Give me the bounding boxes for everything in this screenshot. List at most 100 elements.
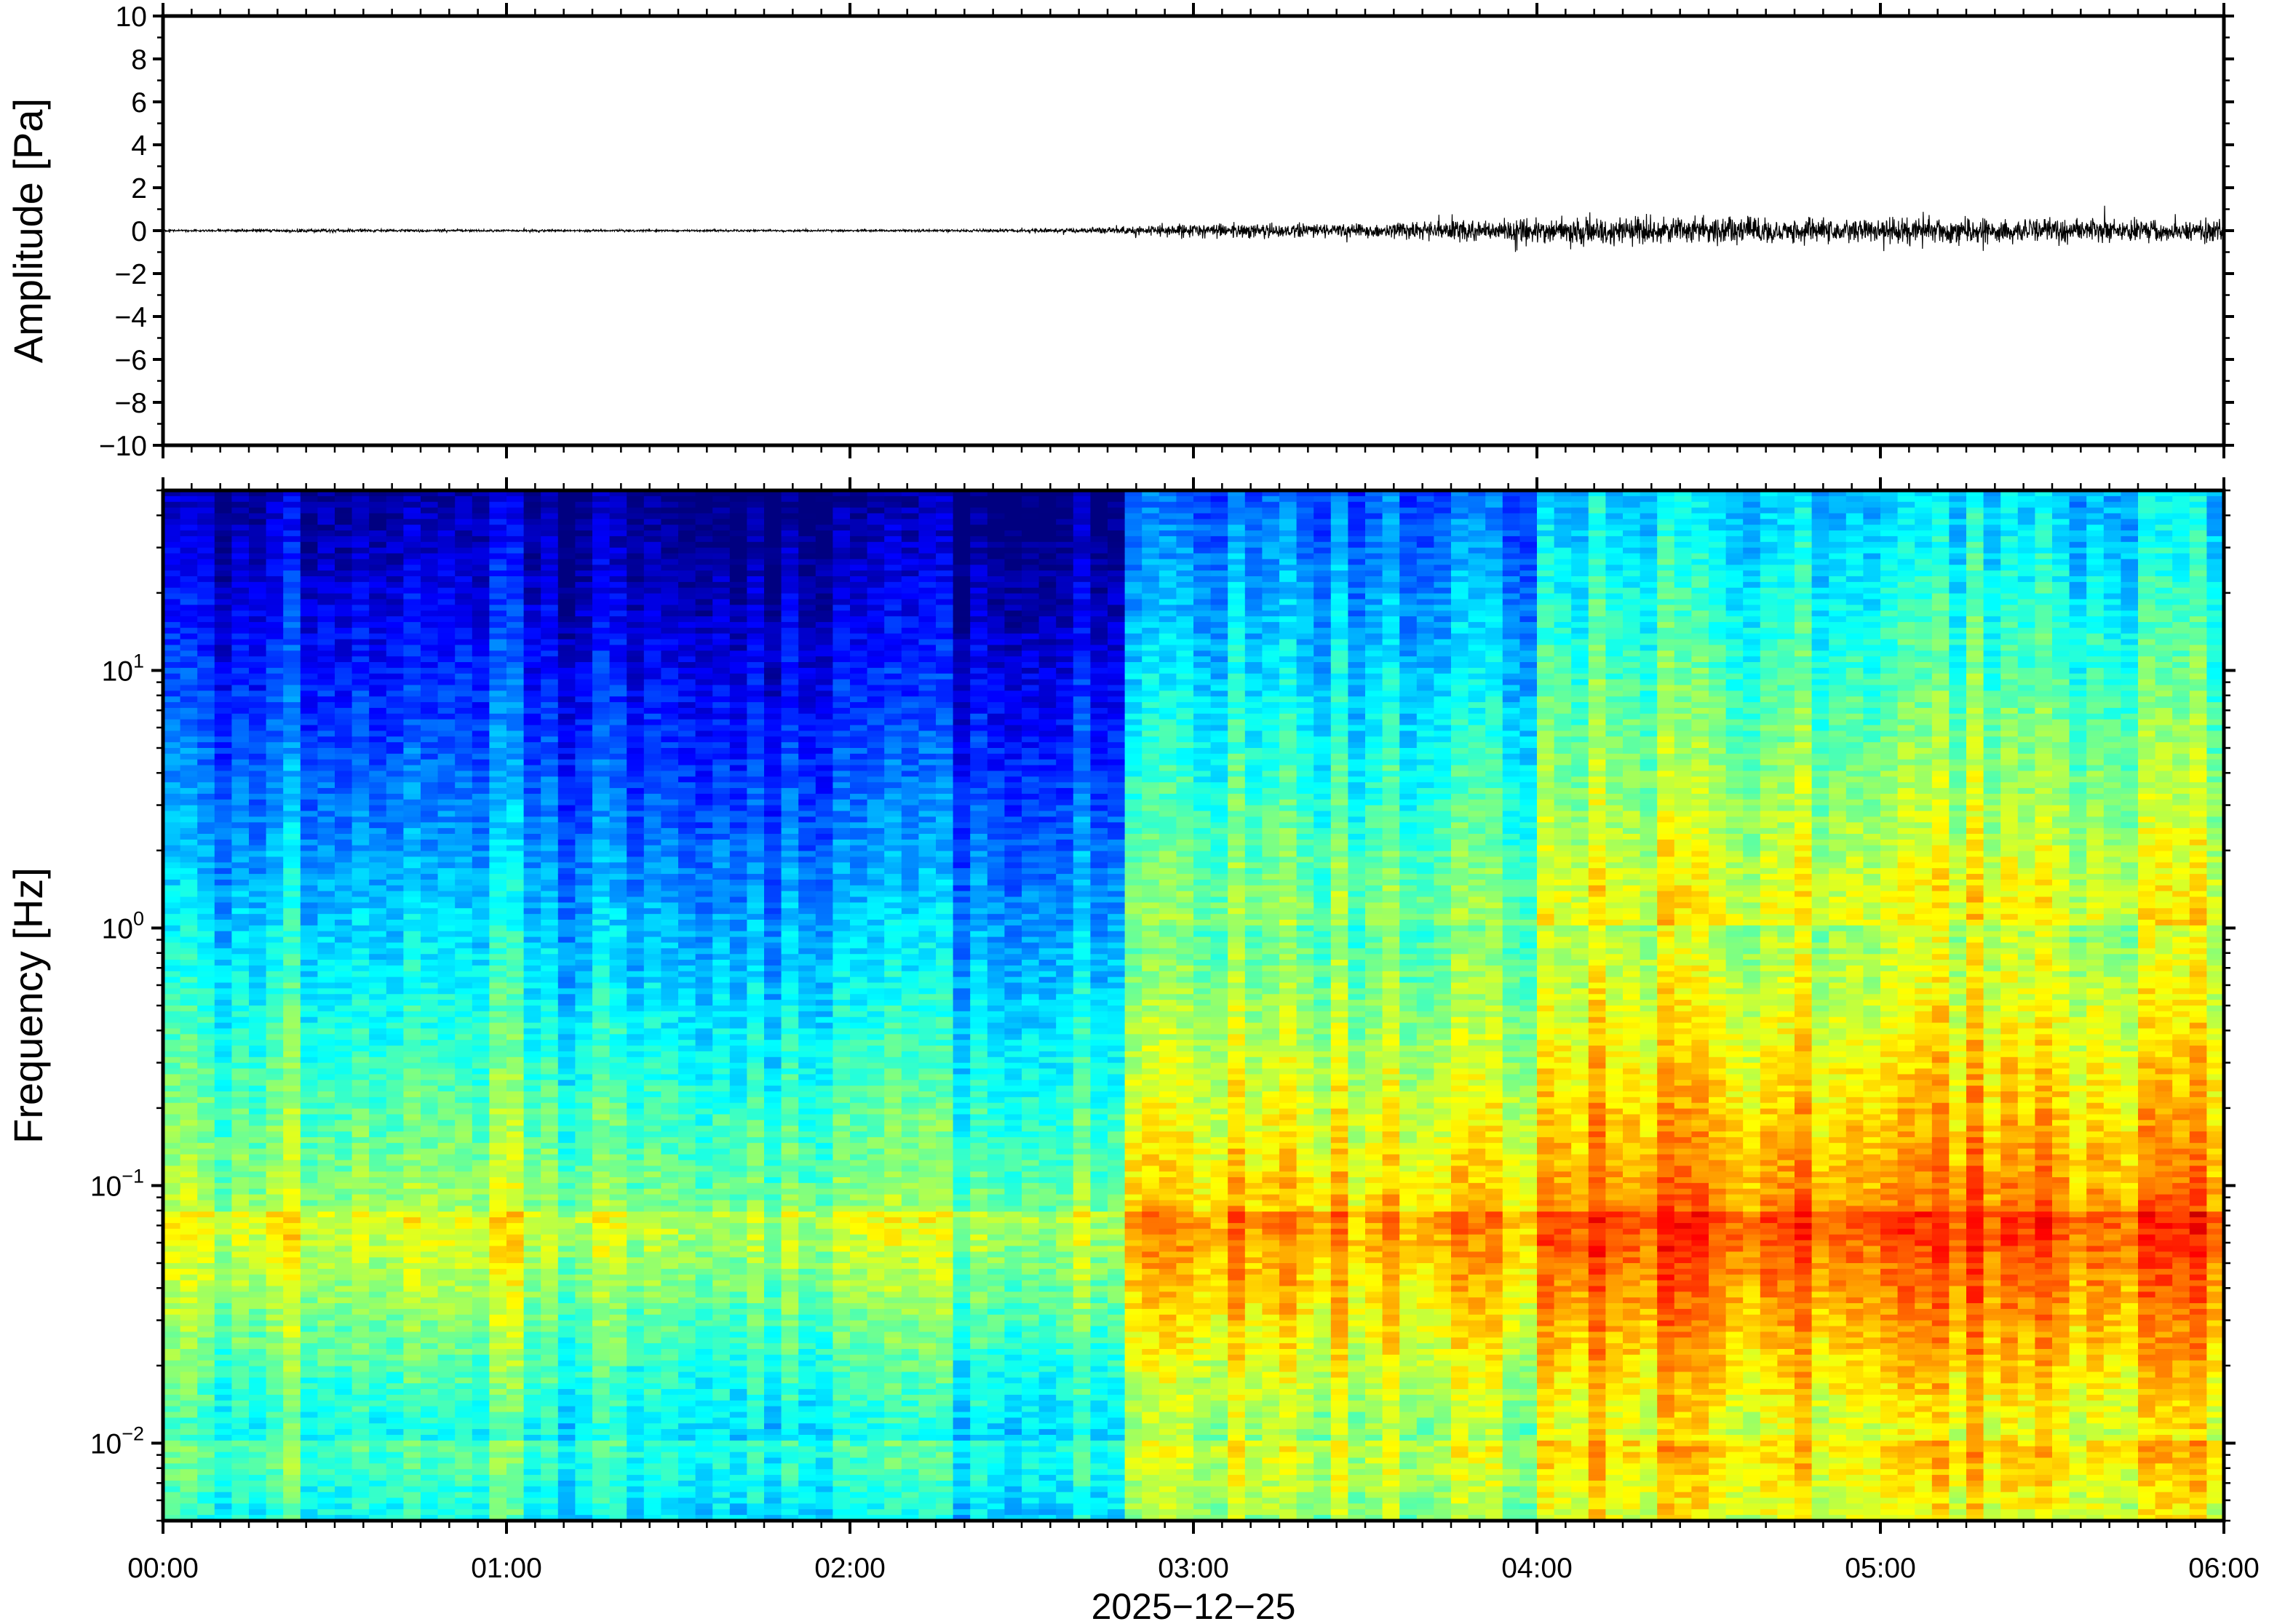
spectrogram-cell [610, 782, 627, 788]
spectrogram-cell [231, 554, 249, 560]
spectrogram-cell [438, 868, 456, 874]
spectrogram-cell [266, 588, 284, 594]
spectrogram-cell [438, 1080, 456, 1086]
spectrogram-cell [472, 1383, 490, 1389]
spectrogram-cell [266, 1097, 284, 1103]
spectrogram-cell [455, 862, 472, 868]
spectrogram-cell [610, 594, 627, 600]
spectrogram-cell [610, 1000, 627, 1006]
spectrogram-cell [627, 576, 644, 582]
spectrogram-cell [352, 1000, 370, 1006]
spectrogram-cell [506, 885, 524, 891]
spectrogram-cell [489, 822, 506, 828]
spectrogram-cell [421, 891, 438, 897]
spectrogram-cell [472, 1463, 490, 1469]
spectrogram-cell [386, 1412, 404, 1418]
spectrogram-cell [335, 634, 352, 640]
spectrogram-cell [610, 1126, 627, 1131]
spectrogram-cell [524, 554, 541, 560]
spectrogram-cell [403, 1383, 421, 1389]
spectrogram-cell [558, 1109, 576, 1115]
spectrogram-cell [403, 1183, 421, 1189]
spectrogram-cell [610, 1177, 627, 1183]
spectrogram-cell [215, 1017, 232, 1023]
spectrogram-cell [592, 1498, 610, 1504]
spectrogram-cell [438, 948, 456, 954]
spectrogram-cell [386, 1309, 404, 1315]
spectrogram-cell [541, 1503, 558, 1509]
spectrogram-cell [249, 760, 266, 765]
spectrogram-cell [266, 1046, 284, 1051]
spectrogram-cell [506, 1291, 524, 1297]
spectrogram-cell [403, 650, 421, 656]
spectrogram-cell [180, 788, 198, 794]
spectrogram-cell [592, 1171, 610, 1177]
spectrogram-cell [283, 811, 301, 817]
spectrogram-cell [541, 822, 558, 828]
spectrogram-cell [249, 496, 266, 502]
spectrogram-cell [403, 714, 421, 720]
spectrogram-cell [610, 1211, 627, 1217]
spectrogram-cell [455, 1189, 472, 1195]
spectrogram-cell [506, 966, 524, 971]
spectrogram-cell [231, 1131, 249, 1137]
spectrogram-cell [455, 856, 472, 862]
spectrogram-cell [506, 994, 524, 1000]
spectrogram-cell [455, 1091, 472, 1097]
spectrogram-cell [403, 1200, 421, 1206]
spectrogram-cell [489, 1401, 506, 1406]
spectrogram-cell [421, 1435, 438, 1441]
spectrogram-cell [472, 914, 490, 920]
spectrogram-cell [352, 725, 370, 731]
spectrogram-cell [421, 1343, 438, 1349]
spectrogram-cell [489, 776, 506, 782]
spectrogram-cell [249, 576, 266, 582]
spectrogram-cell [249, 822, 266, 828]
spectrogram-cell [592, 1406, 610, 1412]
spectrogram-cell [163, 891, 180, 897]
spectrogram-cell [627, 1023, 644, 1029]
spectrogram-cell [403, 914, 421, 920]
spectrogram-cell [352, 548, 370, 554]
spectrogram-cell [506, 731, 524, 736]
spectrogram-cell [335, 1017, 352, 1023]
spectrogram-cell [506, 640, 524, 645]
spectrogram-cell [592, 1131, 610, 1137]
spectrogram-cell [489, 1017, 506, 1023]
spectrogram-cell [455, 1109, 472, 1115]
spectrogram-cell [352, 1355, 370, 1361]
spectrogram-cell [301, 1046, 318, 1051]
spectrogram-cell [197, 548, 215, 554]
spectrogram-cell [249, 908, 266, 914]
spectrogram-cell [301, 559, 318, 565]
spectrogram-cell [524, 1189, 541, 1195]
spectrogram-cell [438, 1281, 456, 1286]
spectrogram-cell [317, 1498, 335, 1504]
spectrogram-cell [249, 1028, 266, 1034]
spectrogram-cell [575, 1251, 592, 1257]
spectrogram-cell [438, 822, 456, 828]
spectrogram-cell [317, 1063, 335, 1069]
spectrogram-cell [524, 1452, 541, 1458]
spectrogram-cell [317, 1401, 335, 1406]
spectrogram-cell [524, 674, 541, 680]
spectrogram-cell [335, 748, 352, 754]
spectrogram-cell [455, 1441, 472, 1446]
spectrogram-cell [386, 1223, 404, 1229]
spectrogram-cell [455, 674, 472, 680]
spectrogram-cell [163, 1109, 180, 1115]
spectrogram-cell [558, 816, 576, 822]
spectrogram-cell [317, 994, 335, 1000]
spectrogram-cell [541, 1326, 558, 1332]
spectrogram-cell [541, 1291, 558, 1297]
spectrogram-cell [163, 662, 180, 668]
spectrogram-cell [558, 599, 576, 605]
spectrogram-cell [283, 1235, 301, 1241]
spectrogram-cell [575, 554, 592, 560]
spectrogram-cell [231, 1401, 249, 1406]
spectrogram-cell [403, 502, 421, 508]
spectrogram-cell [524, 1206, 541, 1211]
spectrogram-cell [506, 1441, 524, 1446]
spectrogram-cell [506, 1074, 524, 1080]
spectrogram-cell [592, 931, 610, 937]
